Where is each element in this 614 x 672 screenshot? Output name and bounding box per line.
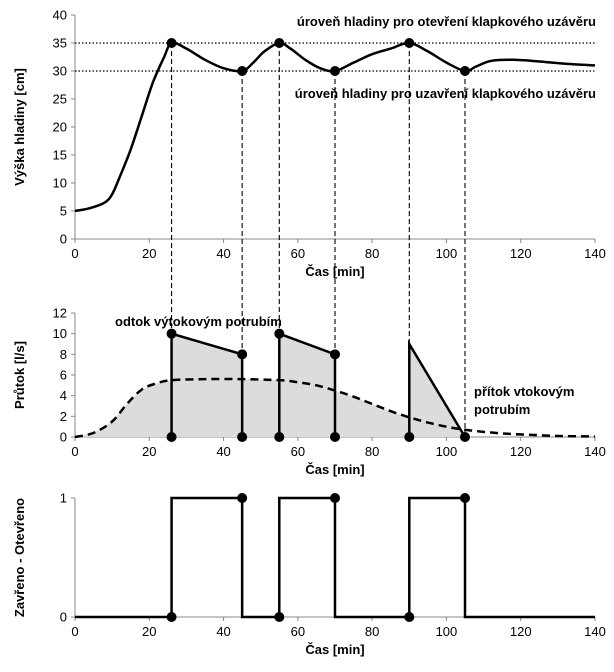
x-tick-label: 20 [142, 624, 156, 639]
inflow-label-line1: přítok vtokovým [474, 384, 574, 399]
close-level-label: úroveň hladiny pro uzavření klapkového u… [295, 86, 596, 101]
x-tick-label: 100 [436, 444, 458, 459]
x-tick-label: 100 [436, 624, 458, 639]
x-tick-label: 80 [365, 444, 379, 459]
x-tick-label: 120 [510, 444, 532, 459]
event-marker [330, 493, 340, 503]
y-tick-label: 10 [53, 176, 67, 191]
x-tick-label: 20 [142, 444, 156, 459]
x-tick-label: 140 [584, 624, 606, 639]
x-tick-label: 80 [365, 624, 379, 639]
valve-state-line [75, 496, 595, 619]
x-tick-label: 120 [510, 624, 532, 639]
open-level-label: úroveň hladiny pro otevření klapkového u… [297, 14, 596, 29]
x-tick-label: 0 [71, 246, 78, 261]
x-tick-label: 40 [216, 444, 230, 459]
x-tick-label: 60 [291, 444, 305, 459]
inflow-label-line2: potrubím [474, 402, 530, 417]
y-tick-label: 2 [60, 409, 67, 424]
x-tick-label: 140 [584, 444, 606, 459]
water-level-line [74, 41, 596, 213]
y-tick-label: 10 [53, 326, 67, 341]
y-tick-label: 4 [60, 388, 67, 403]
inflow-line [74, 377, 596, 439]
x-axis-label: Čas [min] [305, 642, 364, 657]
y-axis-label: Průtok [l/s] [12, 341, 27, 409]
y-tick-label: 15 [53, 148, 67, 163]
y-tick-label: 0 [60, 430, 67, 445]
y-tick-label: 12 [53, 306, 67, 321]
x-tick-label: 40 [216, 246, 230, 261]
y-tick-label: 40 [53, 8, 67, 23]
x-tick-label: 0 [71, 444, 78, 459]
vertical-dashed-lines [171, 43, 466, 437]
y-tick-label: 25 [53, 92, 67, 107]
inflow-area [335, 390, 410, 437]
event-marker [404, 612, 415, 622]
event-marker [166, 612, 177, 622]
x-tick-label: 0 [71, 624, 78, 639]
outflow-label: odtok výtokovým potrubím [115, 314, 282, 329]
y-axis-label: Výška hladiny [cm] [12, 68, 27, 186]
inflow-area [242, 379, 280, 437]
event-marker [237, 493, 248, 503]
x-tick-label: 80 [365, 246, 379, 261]
x-tick-label: 60 [291, 624, 305, 639]
y-tick-label: 5 [60, 204, 67, 219]
y-tick-label: 35 [53, 36, 67, 51]
x-tick-label: 20 [142, 246, 156, 261]
y-tick-label: 0 [60, 610, 67, 625]
y-axis-label: Zavřeno - Otevřeno [12, 498, 27, 617]
x-tick-label: 120 [510, 246, 532, 261]
event-marker [237, 432, 248, 442]
y-tick-label: 0 [60, 232, 67, 247]
event-marker [460, 493, 470, 503]
x-axis-label: Čas [min] [305, 462, 364, 477]
event-marker [330, 432, 340, 442]
x-tick-label: 100 [436, 246, 458, 261]
event-marker [274, 612, 285, 622]
x-tick-label: 140 [584, 246, 606, 261]
y-tick-label: 20 [53, 120, 67, 135]
x-tick-label: 60 [291, 246, 305, 261]
y-tick-label: 30 [53, 64, 67, 79]
outflow-area [171, 333, 243, 437]
x-tick-label: 40 [216, 624, 230, 639]
y-tick-label: 6 [60, 368, 67, 383]
y-tick-label: 1 [60, 491, 67, 506]
outflow-area [279, 333, 335, 437]
event-marker [460, 432, 470, 442]
y-tick-label: 8 [60, 347, 67, 362]
